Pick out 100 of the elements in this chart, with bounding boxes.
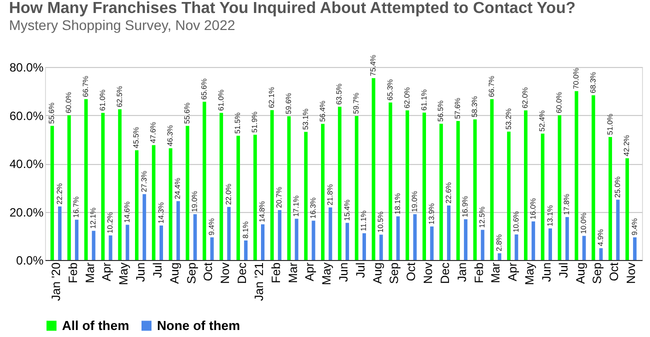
x-tick-label: Jul — [556, 262, 570, 278]
bar — [507, 132, 511, 260]
x-tick-label: Oct — [201, 262, 216, 282]
bar — [338, 106, 342, 260]
x-tick-label: Jul — [353, 262, 368, 278]
x-tick-label: Dec — [235, 262, 250, 284]
bar — [135, 150, 138, 260]
bar — [220, 112, 224, 260]
x-tick-label: Nov — [421, 262, 436, 284]
legend-label: All of them — [62, 318, 130, 333]
x-tick-label: May — [320, 262, 334, 286]
legend-label: None of them — [157, 318, 240, 333]
bar — [372, 78, 376, 260]
x-tick-label: Jun — [336, 262, 350, 282]
bar — [278, 210, 282, 260]
bar — [67, 115, 71, 260]
bar — [558, 115, 562, 260]
x-tick-label: Mar — [488, 262, 503, 284]
bar — [464, 219, 468, 260]
x-tick-label: Apr — [302, 262, 317, 282]
bar — [514, 234, 518, 260]
bar — [447, 205, 451, 260]
bar — [287, 116, 291, 260]
x-tick-label: Aug — [167, 262, 182, 284]
bar — [406, 110, 410, 260]
bar — [304, 132, 308, 260]
bar — [210, 237, 214, 260]
bar — [253, 134, 257, 260]
bar — [565, 217, 569, 260]
x-tick-label: Sep — [184, 262, 198, 284]
bar — [101, 112, 105, 260]
bar — [616, 200, 620, 260]
x-tick-label: Oct — [607, 262, 622, 282]
x-tick-label: Jun — [134, 262, 148, 282]
x-tick-label: Mar — [286, 262, 300, 284]
bar — [346, 222, 350, 260]
bar — [186, 126, 190, 260]
x-tick-label: May — [116, 262, 131, 286]
bar — [126, 224, 130, 260]
bar — [379, 234, 383, 260]
chart-subtitle: Mystery Shopping Survey, Nov 2022 — [8, 16, 236, 33]
x-tick-label: Apr — [100, 262, 114, 282]
x-tick-label: Dec — [438, 262, 452, 284]
chart-title: How Many Franchises That You Inquired About Attempted to Contact You? — [8, 0, 576, 17]
bar — [524, 110, 528, 260]
bar — [582, 236, 586, 260]
bar — [480, 230, 484, 260]
x-tick-label: Nov — [218, 262, 232, 284]
x-tick-label: Aug — [573, 262, 588, 284]
bar — [592, 95, 596, 260]
bar — [625, 158, 629, 260]
x-tick-label: Jan '20 — [48, 262, 63, 301]
bar — [473, 119, 477, 260]
bar — [396, 216, 400, 260]
bar — [270, 110, 274, 260]
x-tick-label: Mar — [82, 262, 97, 284]
bar — [152, 145, 156, 260]
bar — [236, 136, 240, 260]
bar — [227, 206, 231, 260]
bar — [354, 116, 358, 260]
bar — [532, 221, 536, 260]
bar — [168, 148, 172, 260]
x-tick-label: May — [522, 262, 537, 286]
bar — [430, 226, 434, 260]
y-tick-label: 0.0% — [16, 254, 44, 268]
bar — [608, 136, 612, 260]
bar — [160, 226, 164, 260]
bar — [362, 233, 366, 260]
bar — [312, 220, 316, 260]
bar — [84, 99, 88, 260]
x-tick-label: Sep — [387, 262, 402, 284]
x-tick-label: Jul — [150, 262, 164, 278]
x-tick-label: Aug — [370, 262, 384, 284]
bar — [388, 102, 392, 260]
y-tick-label: 80.0% — [9, 60, 44, 74]
x-tick-label: Nov — [624, 262, 638, 284]
bar — [498, 253, 502, 260]
y-tick-label: 20.0% — [9, 205, 44, 220]
x-tick-label: Oct — [404, 262, 418, 282]
bar — [176, 201, 180, 260]
bar — [599, 248, 603, 260]
x-tick-label: Feb — [472, 262, 486, 284]
bar — [142, 194, 146, 260]
bar — [202, 102, 206, 260]
bar — [92, 230, 96, 260]
x-tick-label: Jun — [539, 262, 554, 282]
x-tick-label: Feb — [268, 262, 283, 284]
bar — [260, 224, 264, 260]
bar — [540, 134, 544, 260]
bar — [50, 126, 54, 260]
bar — [118, 109, 122, 260]
x-tick-label: Feb — [66, 262, 80, 284]
x-tick-label: Jan '21 — [252, 262, 266, 301]
bar — [548, 228, 552, 260]
bar — [193, 214, 197, 260]
x-tick-label: Apr — [506, 262, 520, 282]
x-tick-label: Jan — [454, 262, 469, 282]
bar — [74, 220, 78, 260]
bar — [456, 121, 460, 260]
bar — [574, 91, 578, 260]
